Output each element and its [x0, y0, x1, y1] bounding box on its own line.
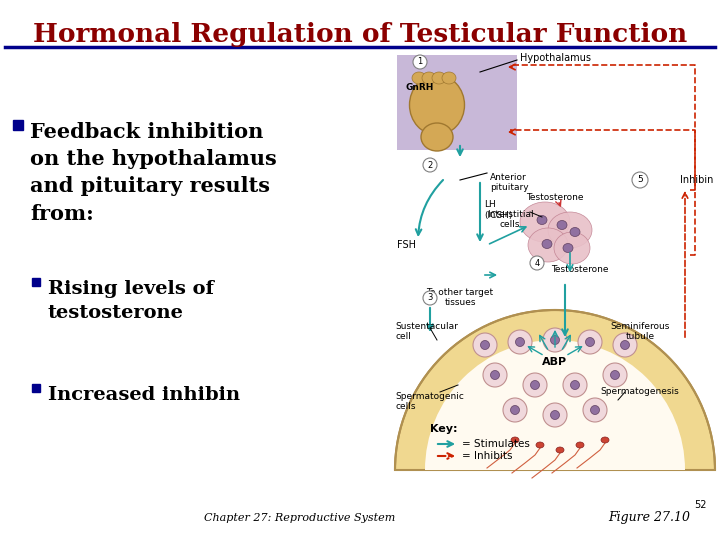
Circle shape — [563, 373, 587, 397]
Ellipse shape — [510, 406, 520, 415]
Ellipse shape — [516, 338, 524, 347]
Text: Interstitial
cells: Interstitial cells — [487, 210, 534, 230]
Text: = Inhibits: = Inhibits — [462, 451, 513, 461]
Text: Testosterone: Testosterone — [552, 266, 608, 274]
Text: Hormonal Regulation of Testicular Function: Hormonal Regulation of Testicular Functi… — [33, 22, 687, 47]
Text: Figure 27.10: Figure 27.10 — [608, 511, 690, 524]
Text: Feedback inhibition
on the hypothalamus
and pituitary results
from:: Feedback inhibition on the hypothalamus … — [30, 122, 276, 224]
Ellipse shape — [531, 381, 539, 389]
Ellipse shape — [556, 447, 564, 453]
Ellipse shape — [601, 437, 609, 443]
Circle shape — [483, 363, 507, 387]
Ellipse shape — [563, 244, 573, 253]
Circle shape — [578, 330, 602, 354]
Circle shape — [603, 363, 627, 387]
Text: = Stimulates: = Stimulates — [462, 439, 530, 449]
Ellipse shape — [528, 228, 568, 262]
Circle shape — [503, 398, 527, 422]
Text: FSH: FSH — [397, 240, 416, 250]
Circle shape — [413, 55, 427, 69]
Ellipse shape — [621, 341, 629, 349]
Ellipse shape — [410, 75, 464, 135]
Ellipse shape — [570, 227, 580, 237]
Text: 52: 52 — [694, 500, 706, 510]
Ellipse shape — [576, 442, 584, 448]
Text: 2: 2 — [428, 160, 433, 170]
Text: 5: 5 — [637, 176, 643, 185]
Circle shape — [632, 172, 648, 188]
Text: Inhibin: Inhibin — [680, 175, 714, 185]
Ellipse shape — [551, 410, 559, 420]
Wedge shape — [395, 310, 715, 470]
Text: Anterior
pituitary: Anterior pituitary — [490, 173, 528, 192]
Ellipse shape — [412, 72, 426, 84]
Circle shape — [508, 330, 532, 354]
Ellipse shape — [548, 212, 592, 248]
FancyBboxPatch shape — [397, 55, 517, 150]
Text: Testosterone: Testosterone — [526, 193, 584, 202]
Text: To other target
tissues: To other target tissues — [426, 288, 494, 307]
Text: Increased inhibin: Increased inhibin — [48, 386, 240, 404]
Ellipse shape — [421, 123, 453, 151]
Text: Sustentacular
cell: Sustentacular cell — [395, 322, 458, 341]
Ellipse shape — [611, 370, 619, 380]
Ellipse shape — [585, 338, 595, 347]
Text: GnRH: GnRH — [406, 83, 434, 91]
Ellipse shape — [442, 72, 456, 84]
Circle shape — [473, 333, 497, 357]
Circle shape — [423, 291, 437, 305]
Ellipse shape — [536, 442, 544, 448]
Circle shape — [530, 256, 544, 270]
Ellipse shape — [590, 406, 600, 415]
Ellipse shape — [422, 72, 436, 84]
Ellipse shape — [557, 220, 567, 230]
Text: 1: 1 — [418, 57, 423, 66]
Ellipse shape — [542, 240, 552, 248]
Ellipse shape — [520, 202, 570, 242]
Ellipse shape — [490, 370, 500, 380]
Circle shape — [423, 158, 437, 172]
Text: 4: 4 — [534, 259, 539, 267]
Ellipse shape — [570, 381, 580, 389]
Ellipse shape — [432, 72, 446, 84]
Circle shape — [543, 403, 567, 427]
Ellipse shape — [480, 341, 490, 349]
Ellipse shape — [554, 232, 590, 264]
Ellipse shape — [511, 437, 519, 443]
Text: ABP: ABP — [542, 357, 567, 367]
Ellipse shape — [537, 215, 547, 225]
Text: Hypothalamus: Hypothalamus — [520, 53, 591, 63]
Text: LH
(ICSH): LH (ICSH) — [484, 200, 513, 220]
Wedge shape — [425, 340, 685, 470]
Text: Seminiferous
tubule: Seminiferous tubule — [611, 322, 670, 341]
Circle shape — [523, 373, 547, 397]
Text: 3: 3 — [427, 294, 433, 302]
Text: Key:: Key: — [430, 424, 457, 434]
Circle shape — [583, 398, 607, 422]
Text: Spermatogenesis: Spermatogenesis — [600, 388, 680, 396]
Circle shape — [543, 328, 567, 352]
Text: Chapter 27: Reproductive System: Chapter 27: Reproductive System — [204, 513, 395, 523]
Circle shape — [613, 333, 637, 357]
Ellipse shape — [551, 335, 559, 345]
Text: Spermatogenic
cells: Spermatogenic cells — [395, 392, 464, 411]
Text: Rising levels of
testosterone: Rising levels of testosterone — [48, 280, 214, 322]
